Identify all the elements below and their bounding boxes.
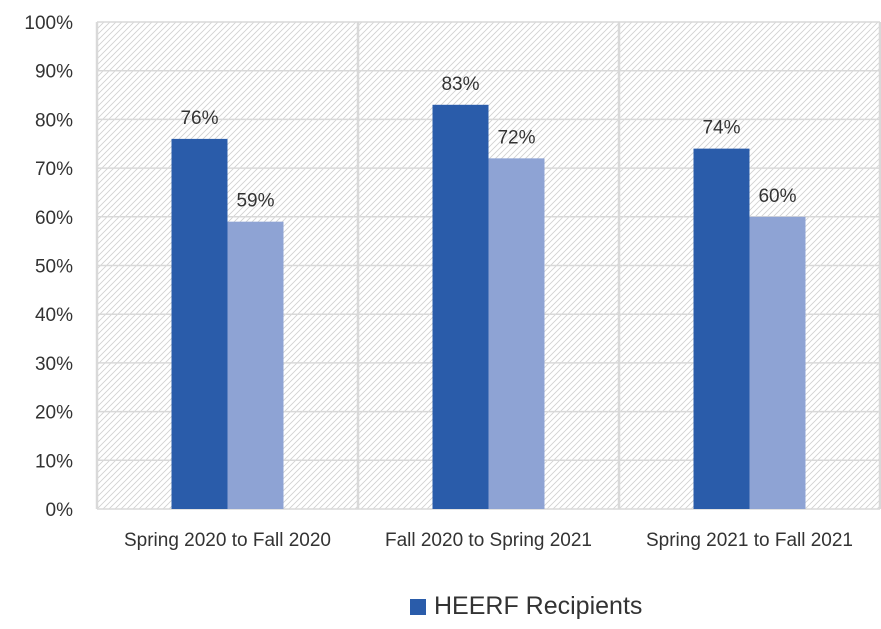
data-label: 72% <box>497 127 535 148</box>
y-tick-label: 40% <box>35 305 73 326</box>
bar <box>488 158 545 510</box>
bar <box>227 221 284 510</box>
y-tick-label: 20% <box>35 403 73 424</box>
x-tick-label: Fall 2020 to Spring 2021 <box>385 530 592 551</box>
y-tick-label: 80% <box>35 110 73 131</box>
x-tick-label: Spring 2020 to Fall 2020 <box>124 530 331 551</box>
data-label: 59% <box>236 191 274 212</box>
data-label: 83% <box>441 74 479 95</box>
y-tick-label: 90% <box>35 62 73 83</box>
bar <box>749 216 806 510</box>
legend: HEERF Recipients <box>410 592 642 621</box>
data-label: 76% <box>180 108 218 129</box>
y-tick-label: 30% <box>35 354 73 375</box>
x-axis: Spring 2020 to Fall 2020 Fall 2020 to Spr… <box>124 530 853 551</box>
y-tick-label: 100% <box>24 13 73 34</box>
y-tick-label: 60% <box>35 208 73 229</box>
data-label: 74% <box>702 118 740 139</box>
bar-series <box>171 104 806 510</box>
y-tick-label: 10% <box>35 451 73 472</box>
bar <box>693 148 750 509</box>
legend-label: HEERF Recipients <box>434 592 643 620</box>
data-labels: 76% 83% 74% 59% 72% 60% <box>180 74 796 212</box>
y-tick-label: 50% <box>35 257 73 278</box>
legend-swatch <box>410 598 426 615</box>
x-tick-label: Spring 2021 to Fall 2021 <box>646 530 853 551</box>
y-tick-label: 70% <box>35 159 73 180</box>
data-label: 60% <box>758 186 796 207</box>
y-tick-label: 0% <box>46 500 74 521</box>
y-axis: 0% 10% 20% 30% 40% 50% 60% 70% 80% 90% 100% <box>24 13 73 521</box>
bar <box>171 138 228 509</box>
bar <box>432 104 489 509</box>
